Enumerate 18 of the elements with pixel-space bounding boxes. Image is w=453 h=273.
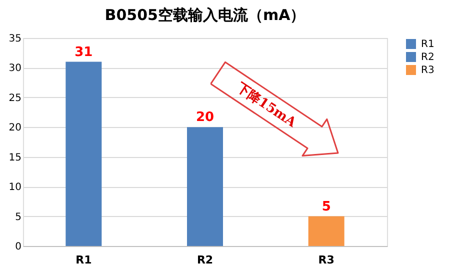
y-tick-label: 10 xyxy=(8,182,22,194)
x-tick-label: R1 xyxy=(76,254,92,266)
x-tick-label: R2 xyxy=(196,254,214,266)
data-label: 31 xyxy=(74,44,93,60)
y-tick-label: 15 xyxy=(8,152,22,164)
legend-label: R1 xyxy=(421,39,434,50)
x-tick-label: R3 xyxy=(318,254,334,266)
chart-title: B0505空载输入电流（mA） xyxy=(104,6,306,24)
y-tick-label: 35 xyxy=(8,34,22,44)
y-tick-label: 5 xyxy=(15,212,22,223)
y-tick-label: 0 xyxy=(15,242,22,252)
data-label: 5 xyxy=(322,199,331,214)
y-tick-label: 30 xyxy=(8,63,22,74)
y-tick-label: 25 xyxy=(8,92,22,104)
legend-label: R2 xyxy=(421,52,434,63)
y-tick-label: 20 xyxy=(8,122,22,134)
data-label: 20 xyxy=(196,110,214,126)
legend-label: R3 xyxy=(421,65,434,76)
